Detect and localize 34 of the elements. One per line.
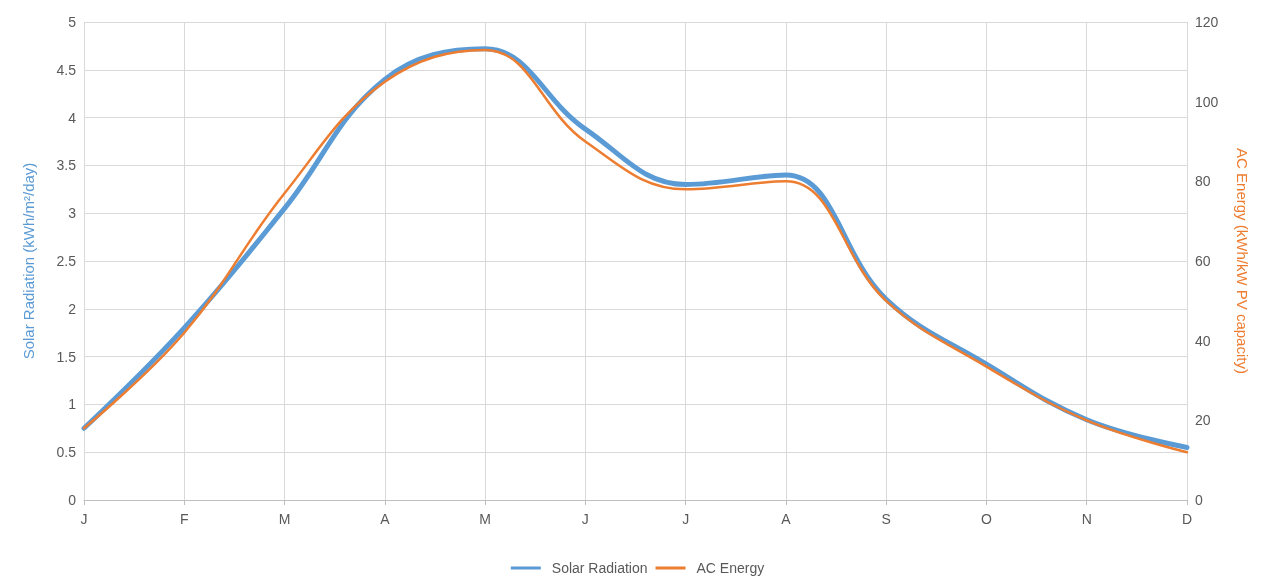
x-tick-label: A	[781, 511, 792, 527]
y-tick-label: 3.5	[56, 157, 77, 174]
legend-label: Solar Radiation	[551, 560, 648, 576]
y-tick-label: 1.5	[56, 348, 77, 365]
y-tick-label: 2.5	[56, 253, 77, 269]
y2-tick-label: 60	[1195, 253, 1211, 269]
y-tick-label: 1	[68, 396, 77, 413]
y2-tick-label: 120	[1195, 14, 1219, 30]
y-axis-title: Solar Radiation (kWh/m²/day)	[20, 162, 37, 360]
y-tick-label: 0	[68, 492, 77, 508]
y2-tick-label: 40	[1195, 332, 1211, 349]
y-tick-label: 3	[68, 205, 77, 222]
x-tick-label: M	[278, 511, 291, 527]
y2-tick-label: 80	[1195, 173, 1211, 190]
x-tick-label: J	[682, 511, 690, 527]
x-tick-label: N	[1081, 511, 1092, 527]
x-tick-label: F	[179, 511, 189, 527]
x-tick-label: J	[80, 511, 88, 527]
x-tick-label: S	[881, 511, 891, 527]
y2-tick-label: 20	[1195, 412, 1211, 429]
legend-label: AC Energy	[696, 560, 765, 576]
x-tick-label: J	[581, 511, 589, 527]
y-tick-label: 5	[68, 14, 77, 30]
y-tick-label: 4.5	[56, 61, 77, 78]
x-tick-label: M	[479, 511, 491, 527]
y2-tick-label: 0	[1195, 492, 1203, 508]
x-tick-label: D	[1181, 511, 1193, 527]
y-tick-label: 2	[68, 300, 77, 317]
y2-tick-label: 100	[1195, 93, 1219, 110]
x-tick-label: O	[981, 511, 993, 527]
y2-axis-title: AC Energy (kWh/kW PV capacity)	[1234, 148, 1251, 374]
y-tick-label: 4	[68, 109, 77, 126]
y-tick-label: 0.5	[56, 444, 77, 461]
x-tick-label: A	[380, 511, 391, 527]
